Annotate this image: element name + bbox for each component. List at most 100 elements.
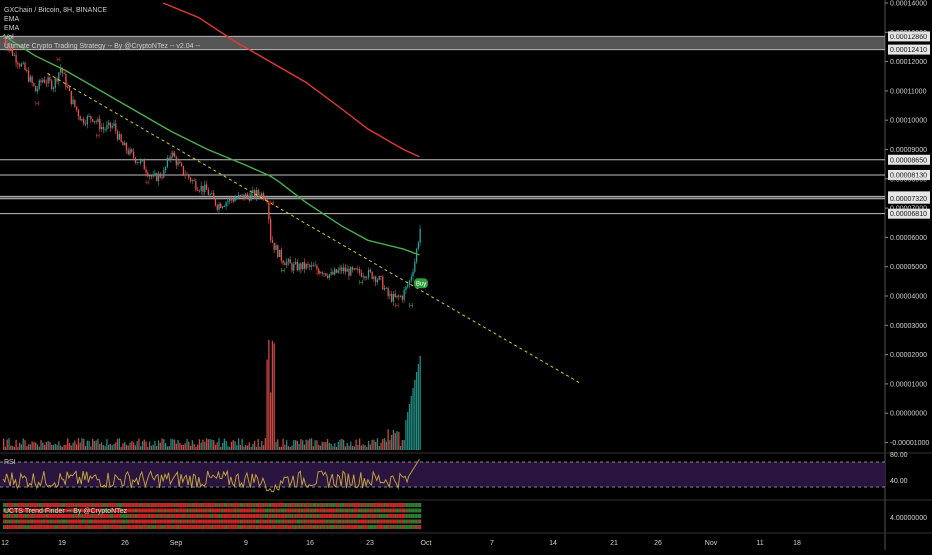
candle[interactable] [278,249,281,257]
candle[interactable] [97,118,99,122]
candle[interactable] [79,116,81,121]
candle[interactable] [391,294,393,302]
candle[interactable] [52,87,55,89]
candle[interactable] [359,269,361,273]
candle[interactable] [6,43,8,49]
candle[interactable] [273,242,275,250]
candle[interactable] [191,180,193,182]
candle[interactable] [387,288,389,296]
candle[interactable] [195,181,197,190]
candle[interactable] [339,267,341,271]
candle[interactable] [218,204,220,210]
candle[interactable] [168,157,170,160]
candle[interactable] [245,194,247,199]
candle[interactable] [205,184,208,190]
ema-fast-line[interactable] [2,34,420,256]
candle[interactable] [375,276,377,283]
candle[interactable] [175,157,177,165]
candle[interactable] [286,261,288,266]
candle[interactable] [401,296,404,300]
candle[interactable] [419,228,421,243]
candle[interactable] [154,173,156,175]
rsi-line[interactable] [2,458,420,493]
candle[interactable] [186,174,188,176]
candle[interactable] [157,173,160,182]
candle[interactable] [341,267,343,272]
candle[interactable] [202,185,204,192]
candle[interactable] [275,245,277,250]
candle[interactable] [289,259,291,264]
candle[interactable] [209,194,211,195]
candle[interactable] [131,149,133,152]
candle[interactable] [88,116,90,117]
candle[interactable] [396,295,398,298]
candle[interactable] [59,67,62,73]
candle[interactable] [268,201,270,220]
candle[interactable] [378,276,380,280]
candle[interactable] [405,286,407,291]
candle[interactable] [38,80,40,89]
candle[interactable] [36,88,39,92]
candle[interactable] [337,270,339,273]
candle[interactable] [122,141,124,146]
candle[interactable] [83,118,85,124]
candle[interactable] [392,293,395,302]
candle[interactable] [271,240,274,243]
candle[interactable] [252,190,254,194]
candle[interactable] [367,269,370,278]
candle[interactable] [383,287,386,290]
trendline[interactable] [47,72,582,385]
candle[interactable] [127,150,129,155]
candle[interactable] [376,279,379,283]
candle[interactable] [373,276,375,279]
candle[interactable] [182,166,185,175]
candle[interactable] [207,189,209,195]
candle[interactable] [296,261,298,271]
candle[interactable] [353,268,355,270]
candle[interactable] [22,62,24,64]
candle[interactable] [68,87,71,91]
candle[interactable] [51,80,53,89]
candle[interactable] [150,175,153,177]
candle[interactable] [118,134,120,140]
candle[interactable] [132,151,135,158]
candle[interactable] [164,166,167,170]
candle[interactable] [15,55,17,63]
candle[interactable] [70,90,72,104]
candle[interactable] [255,190,258,198]
candle[interactable] [93,121,96,123]
candle[interactable] [294,261,297,265]
candle[interactable] [307,264,309,265]
candle[interactable] [26,69,28,72]
candle[interactable] [348,268,350,276]
candle[interactable] [328,274,331,278]
candle[interactable] [239,194,242,196]
candle[interactable] [259,194,261,197]
candle[interactable] [116,131,119,140]
candle[interactable] [303,262,306,269]
candle[interactable] [61,67,64,74]
candle[interactable] [216,205,218,210]
candle[interactable] [407,284,409,287]
candle[interactable] [385,287,387,289]
candle[interactable] [410,276,412,281]
candle[interactable] [109,122,112,128]
candle[interactable] [143,160,145,170]
candle[interactable] [227,201,229,203]
candle[interactable] [24,62,26,70]
candle[interactable] [335,269,338,273]
candle[interactable] [234,198,236,202]
candle[interactable] [310,265,313,267]
candle[interactable] [220,204,222,208]
candle[interactable] [86,116,88,125]
candle[interactable] [184,174,186,176]
candle[interactable] [125,142,128,151]
candle[interactable] [72,99,74,104]
candle[interactable] [262,193,265,200]
candle[interactable] [332,272,334,275]
candle[interactable] [302,262,304,270]
candle[interactable] [29,76,31,82]
candle[interactable] [181,163,183,167]
candle[interactable] [188,174,190,178]
